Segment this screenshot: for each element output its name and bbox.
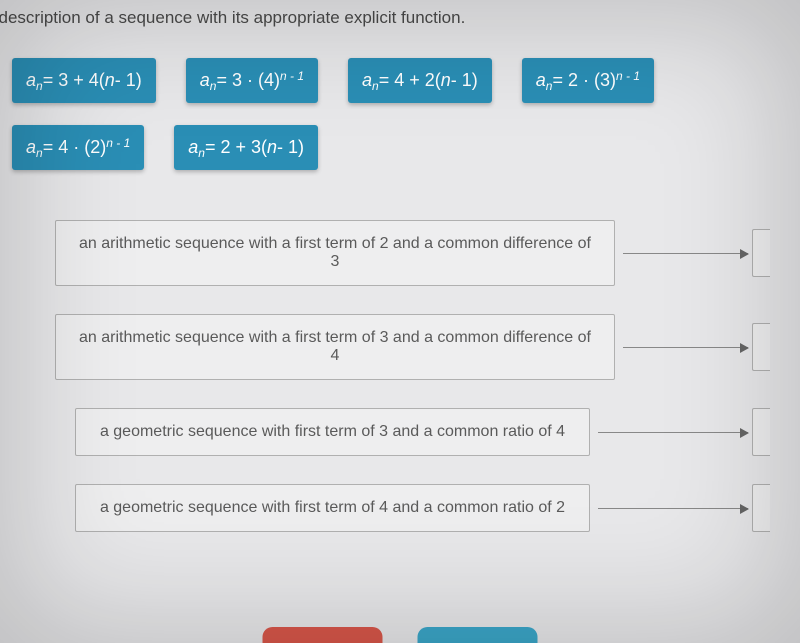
- submit-button[interactable]: [418, 627, 538, 643]
- arrow-icon: [598, 508, 748, 509]
- target-row-1: an arithmetic sequence with a first term…: [55, 314, 770, 380]
- formula-tile-4[interactable]: an = 4 · (2)n - 1: [12, 125, 144, 170]
- arrow-icon: [598, 432, 748, 433]
- targets-container: an arithmetic sequence with a first term…: [0, 180, 800, 532]
- description-box-1: an arithmetic sequence with a first term…: [55, 314, 615, 380]
- description-box-3: a geometric sequence with first term of …: [75, 484, 590, 532]
- formula-tile-0[interactable]: an = 3 + 4(n - 1): [12, 58, 156, 103]
- drop-slot-1[interactable]: [752, 323, 770, 371]
- formula-tile-3[interactable]: an = 2 · (3)n - 1: [522, 58, 654, 103]
- target-row-0: an arithmetic sequence with a first term…: [55, 220, 770, 286]
- drop-slot-0[interactable]: [752, 229, 770, 277]
- instruction-text: l description of a sequence with its app…: [0, 0, 800, 28]
- drop-slot-3[interactable]: [752, 484, 770, 532]
- tiles-container: an = 3 + 4(n - 1) an = 3 · (4)n - 1 an = 4…: [0, 28, 800, 180]
- arrow-icon: [623, 253, 748, 254]
- target-row-3: a geometric sequence with first term of …: [55, 484, 770, 532]
- description-box-0: an arithmetic sequence with a first term…: [55, 220, 615, 286]
- description-box-2: a geometric sequence with first term of …: [75, 408, 590, 456]
- formula-tile-2[interactable]: an = 4 + 2(n - 1): [348, 58, 492, 103]
- formula-tile-1[interactable]: an = 3 · (4)n - 1: [186, 58, 318, 103]
- arrow-icon: [623, 347, 748, 348]
- target-row-2: a geometric sequence with first term of …: [55, 408, 770, 456]
- reset-button[interactable]: [263, 627, 383, 643]
- bottom-buttons: [263, 627, 538, 643]
- formula-tile-5[interactable]: an = 2 + 3(n - 1): [174, 125, 318, 170]
- drop-slot-2[interactable]: [752, 408, 770, 456]
